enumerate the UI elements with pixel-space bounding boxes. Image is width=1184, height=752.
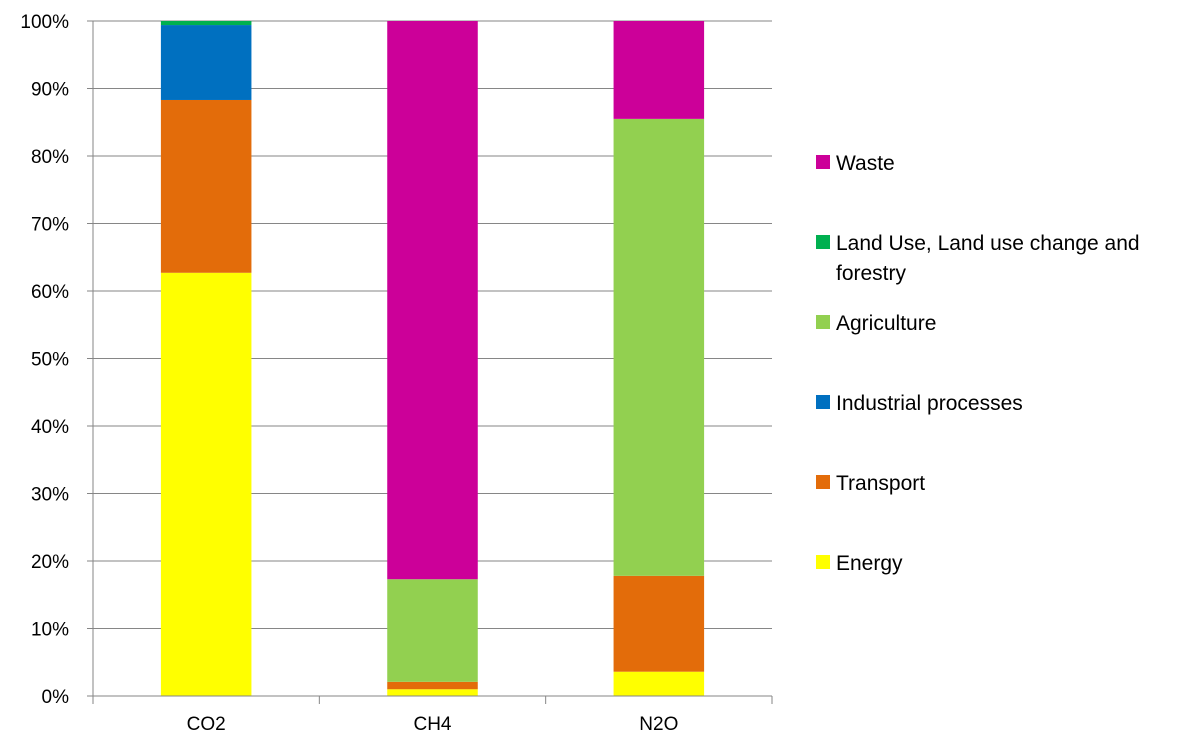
legend-swatch — [816, 315, 830, 329]
legend-label: Transport — [836, 472, 925, 495]
bars — [160, 21, 705, 696]
bar-segment-energy-ch4 — [387, 689, 478, 696]
x-tick-label: CO2 — [187, 714, 226, 735]
bar-segment-energy-n2o — [613, 671, 705, 696]
bar-segment-waste-ch4 — [387, 21, 478, 580]
bar-segment-land-use-land-use-change-and-forestry-co2 — [160, 21, 252, 26]
y-tick-label: 100% — [20, 12, 69, 33]
legend-swatch — [816, 395, 830, 409]
bar-segment-transport-n2o — [613, 575, 705, 672]
bar-segment-transport-ch4 — [387, 681, 478, 690]
legend-label: Waste — [836, 152, 895, 175]
legend-swatch — [816, 235, 830, 249]
bar-segment-industrial-processes-co2 — [160, 25, 252, 100]
y-tick-label: 90% — [31, 80, 69, 101]
y-tick-label: 30% — [31, 485, 69, 506]
y-tick-label: 40% — [31, 417, 69, 438]
bar-segment-agriculture-n2o — [613, 118, 705, 576]
y-tick-label: 20% — [31, 552, 69, 573]
y-tick-label: 50% — [31, 350, 69, 371]
legend-swatch — [816, 555, 830, 569]
x-tick-label: N2O — [639, 714, 678, 735]
legend: Waste Land Use, Land use change and forest… — [816, 152, 1140, 575]
bar-segment-energy-co2 — [160, 272, 252, 696]
y-tick-label: 70% — [31, 215, 69, 236]
legend-label: Agriculture — [836, 312, 936, 335]
legend-label: Land Use, Land use change and forestry — [836, 232, 1140, 285]
bar-segment-waste-n2o — [613, 21, 705, 119]
legend-label: Industrial processes — [836, 392, 1023, 415]
x-tick-label: CH4 — [413, 714, 451, 735]
y-tick-label: 60% — [31, 282, 69, 303]
bar-segment-agriculture-ch4 — [387, 579, 478, 682]
y-tick-label: 0% — [42, 687, 70, 708]
legend-swatch — [816, 155, 830, 169]
legend-swatch — [816, 475, 830, 489]
legend-label: Energy — [836, 552, 903, 575]
axes: 0% 10% 20% 30% 40% 50% 60% 70% 80% 90% 100% CO2 CH4 N… — [20, 12, 773, 735]
y-tick-label: 10% — [31, 620, 69, 641]
y-tick-label: 80% — [31, 147, 69, 168]
bar-segment-transport-co2 — [160, 99, 252, 273]
